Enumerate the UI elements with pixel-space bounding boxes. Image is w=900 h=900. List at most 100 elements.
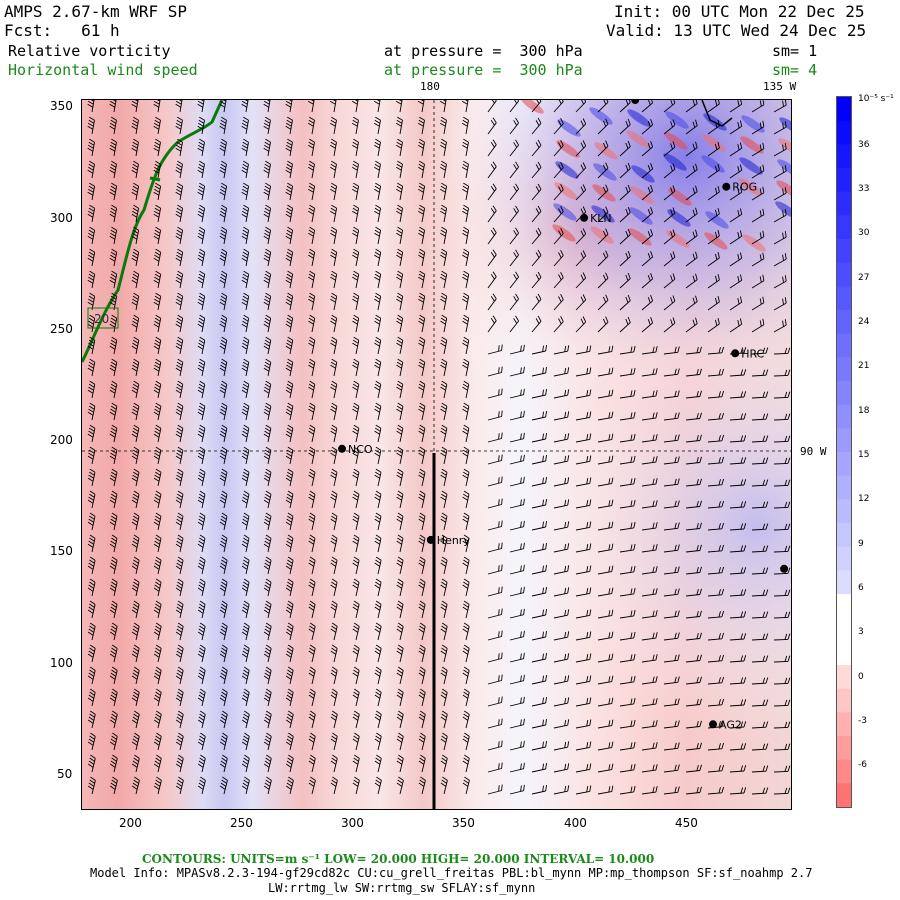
wind-barb-staff [487, 100, 497, 113]
colorbar-scale [837, 97, 851, 808]
wind-barb-flag [286, 141, 293, 146]
colorbar-swatch [837, 191, 851, 216]
wind-barb-staff [619, 593, 634, 597]
wind-barb-flag [463, 493, 469, 498]
wind-barb-flag [630, 566, 633, 573]
wind-barb-flag [111, 713, 117, 718]
wind-barb-staff [773, 214, 787, 223]
wind-barb-staff [707, 748, 722, 751]
wind-barb-flag [462, 141, 469, 146]
wind-barb-flag [111, 512, 118, 517]
wind-barb-flag [652, 786, 655, 793]
wind-barb-flag [718, 567, 721, 574]
wind-barb-flag [699, 368, 702, 375]
wind-barb-flag [220, 430, 226, 435]
wind-barb-flag [220, 229, 227, 234]
wind-barb-flag [132, 496, 138, 501]
wind-barb-staff [157, 780, 162, 795]
wind-barb-flag [309, 226, 315, 231]
wind-barb-flag [397, 779, 403, 784]
wind-barb-flag [88, 606, 95, 611]
wind-barb-flag [308, 584, 314, 589]
wind-barb-flag [784, 457, 788, 464]
wind-barb-flag [374, 320, 380, 325]
wind-barb-staff [399, 252, 404, 267]
wind-barb-flag [110, 672, 117, 677]
wind-barb-staff [707, 506, 722, 509]
wind-barb-flag [132, 427, 139, 432]
wind-barb-flag [673, 100, 676, 104]
wind-barb-flag [265, 537, 271, 542]
wind-barb-flag [396, 584, 402, 589]
wind-barb-flag [608, 610, 611, 617]
wind-barb-staff [465, 736, 470, 751]
wind-barb-flag [264, 232, 270, 237]
wind-barb-flag [264, 628, 271, 633]
wind-barb-flag [567, 675, 570, 682]
wind-barb-flag [154, 339, 161, 344]
wind-barb-staff [267, 230, 272, 245]
vorticity-streak [591, 205, 615, 223]
wind-barb-flag [374, 361, 381, 366]
wind-barb-flag [692, 253, 696, 260]
wind-barb-staff [267, 494, 272, 509]
wind-barb-flag [441, 537, 447, 542]
wind-barb-flag [352, 430, 358, 435]
wind-barb-staff [399, 318, 404, 333]
wind-barb-flag [308, 298, 314, 303]
wind-barb-staff [311, 142, 315, 157]
map-plot[interactable]: 20 ROG KLN HRC NCO Henry AG2 [81, 99, 792, 810]
wind-barb-flag [153, 191, 160, 196]
wind-barb-flag [353, 380, 360, 385]
wind-barb-flag [463, 314, 469, 319]
wind-barb-flag [721, 544, 725, 551]
wind-barb-flag [397, 512, 404, 517]
wind-barb-flag [199, 270, 205, 275]
wind-barb-flag [374, 210, 380, 215]
wind-barb-flag [198, 163, 205, 168]
wind-barb-flag [175, 411, 182, 416]
wind-barb-flag [721, 478, 725, 485]
wind-barb-flag [198, 405, 205, 410]
wind-barb-flag [396, 518, 402, 523]
wind-barb-staff [685, 374, 700, 377]
wind-barb-flag [265, 534, 272, 539]
wind-barb-flag [330, 738, 337, 743]
wind-barb-flag [351, 100, 358, 105]
wind-barb-flag [352, 386, 358, 391]
wind-barb-flag [374, 430, 380, 435]
wind-barb-flag [219, 301, 226, 306]
wind-barb-flag [762, 391, 766, 398]
wind-barb-flag [153, 301, 160, 306]
wind-barb-staff [707, 616, 722, 619]
wind-barb-flag [177, 471, 183, 476]
wind-barb-flag [199, 182, 205, 187]
wind-barb-staff [773, 550, 789, 553]
wind-barb-staff [91, 472, 96, 487]
wind-barb-flag [718, 677, 721, 684]
wind-barb-flag [242, 782, 249, 787]
wind-barb-staff [685, 147, 698, 157]
wind-barb-staff [619, 549, 634, 553]
wind-barb-flag [737, 298, 740, 305]
wind-barb-staff [575, 233, 587, 245]
wind-barb-flag [787, 523, 791, 530]
wind-barb-flag [375, 578, 382, 583]
wind-barb-flag [560, 139, 564, 146]
wind-barb-flag [558, 100, 562, 105]
wind-barb-flag [263, 367, 270, 372]
wind-barb-flag [492, 139, 497, 145]
wind-barb-flag [441, 468, 448, 473]
wind-barb-staff [399, 736, 404, 751]
wind-barb-flag [243, 446, 250, 451]
wind-barb-staff [707, 257, 720, 267]
wind-barb-flag [220, 386, 226, 391]
wind-barb-flag [396, 496, 402, 501]
wind-barb-flag [699, 500, 702, 507]
wind-barb-flag [265, 669, 271, 674]
wind-barb-flag [198, 474, 204, 479]
wind-barb-flag [286, 298, 292, 303]
wind-barb-staff [751, 528, 767, 531]
wind-barb-staff [443, 274, 448, 289]
wind-barb-staff [113, 758, 118, 773]
